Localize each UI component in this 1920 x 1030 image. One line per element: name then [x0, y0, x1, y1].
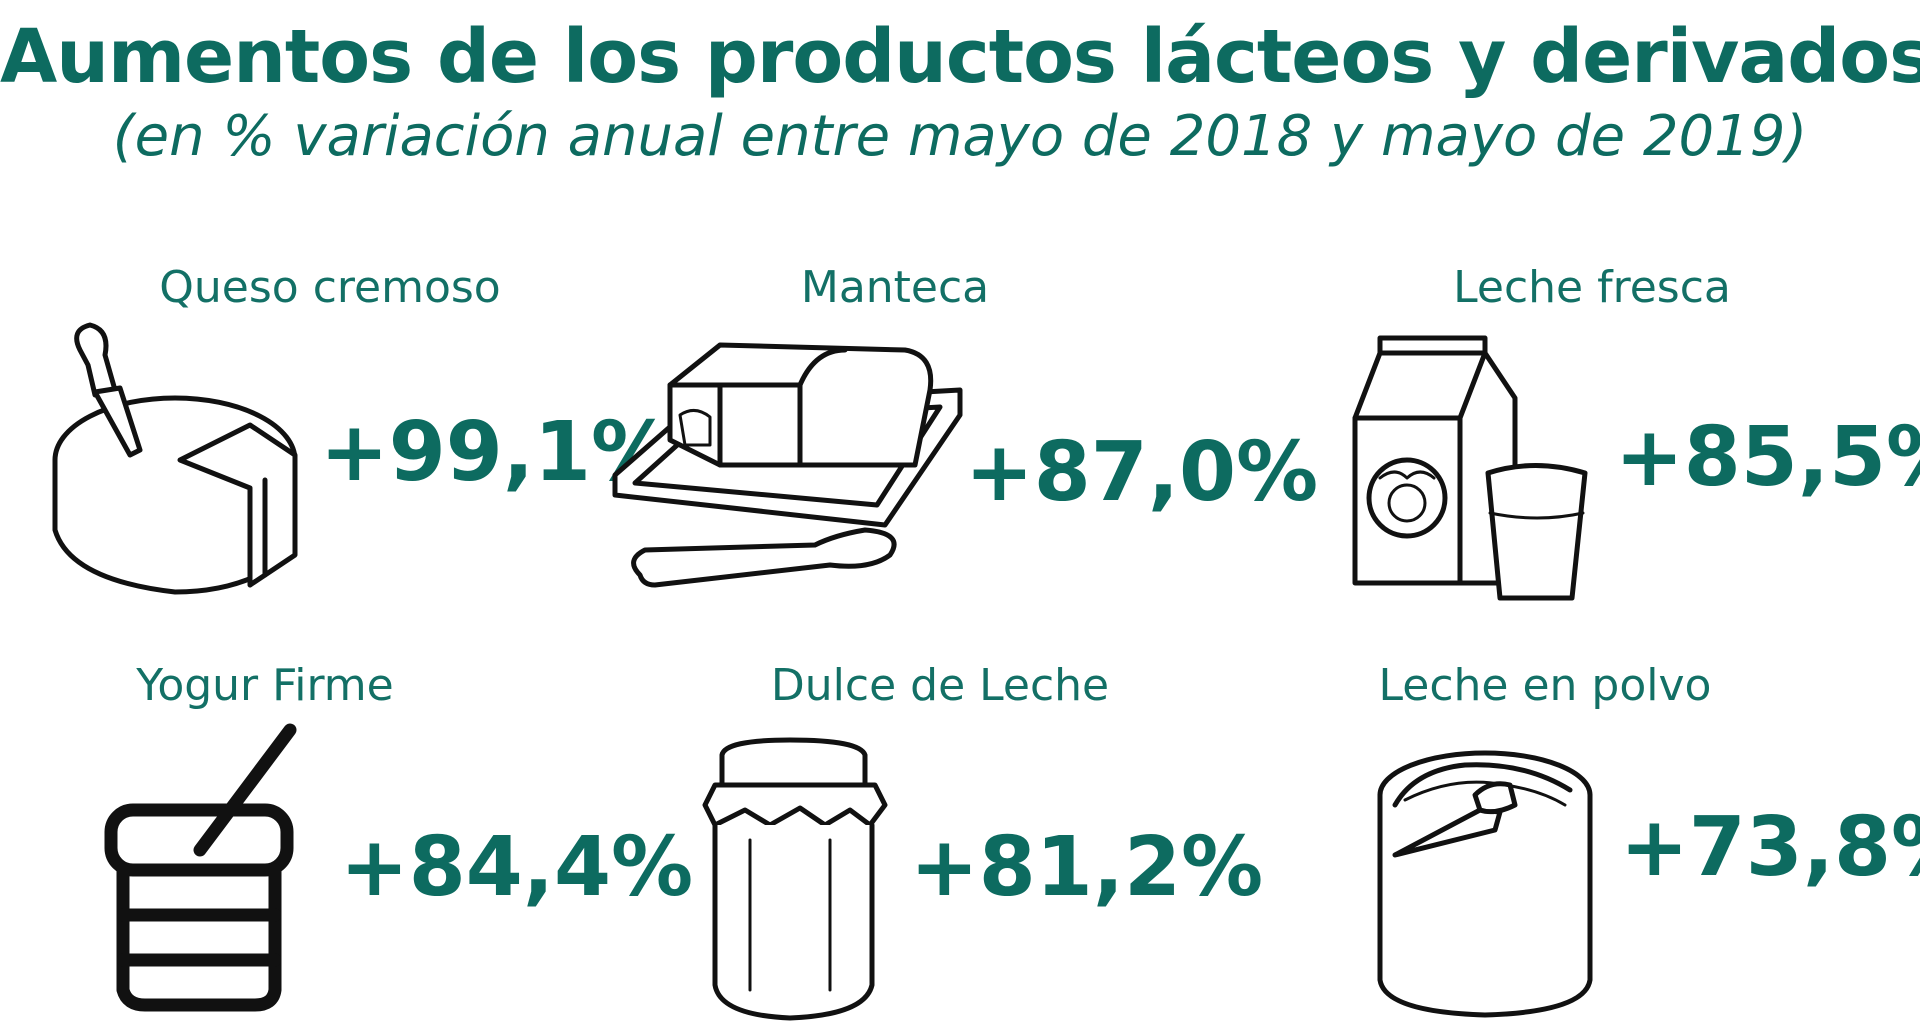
item-label: Yogur Firme [136, 660, 394, 711]
item-label: Leche fresca [1453, 262, 1731, 313]
chart-title: Aumentos de los productos lácteos y deri… [0, 14, 1920, 100]
item-label: Dulce de Leche [770, 660, 1110, 711]
item-value: +73,8% [1620, 800, 1920, 895]
item-label: Manteca [800, 262, 990, 313]
item-label: Queso cremoso [159, 262, 501, 313]
butter-dish-icon [612, 342, 975, 605]
chart-subtitle: (en % variación anual entre mayo de 2018… [112, 104, 1808, 169]
yogurt-cup-icon [104, 720, 305, 1012]
item-label: Leche en polvo [1378, 660, 1712, 711]
item-value: +84,4% [340, 820, 694, 915]
item-value: +81,2% [910, 820, 1264, 915]
item-value: +87,0% [965, 425, 1319, 520]
milk-carton-icon [1340, 335, 1600, 608]
jar-icon [700, 737, 890, 1021]
item-value: +85,5% [1615, 410, 1920, 505]
cheese-wheel-icon [50, 322, 310, 600]
powder-milk-can-icon [1375, 750, 1605, 1020]
